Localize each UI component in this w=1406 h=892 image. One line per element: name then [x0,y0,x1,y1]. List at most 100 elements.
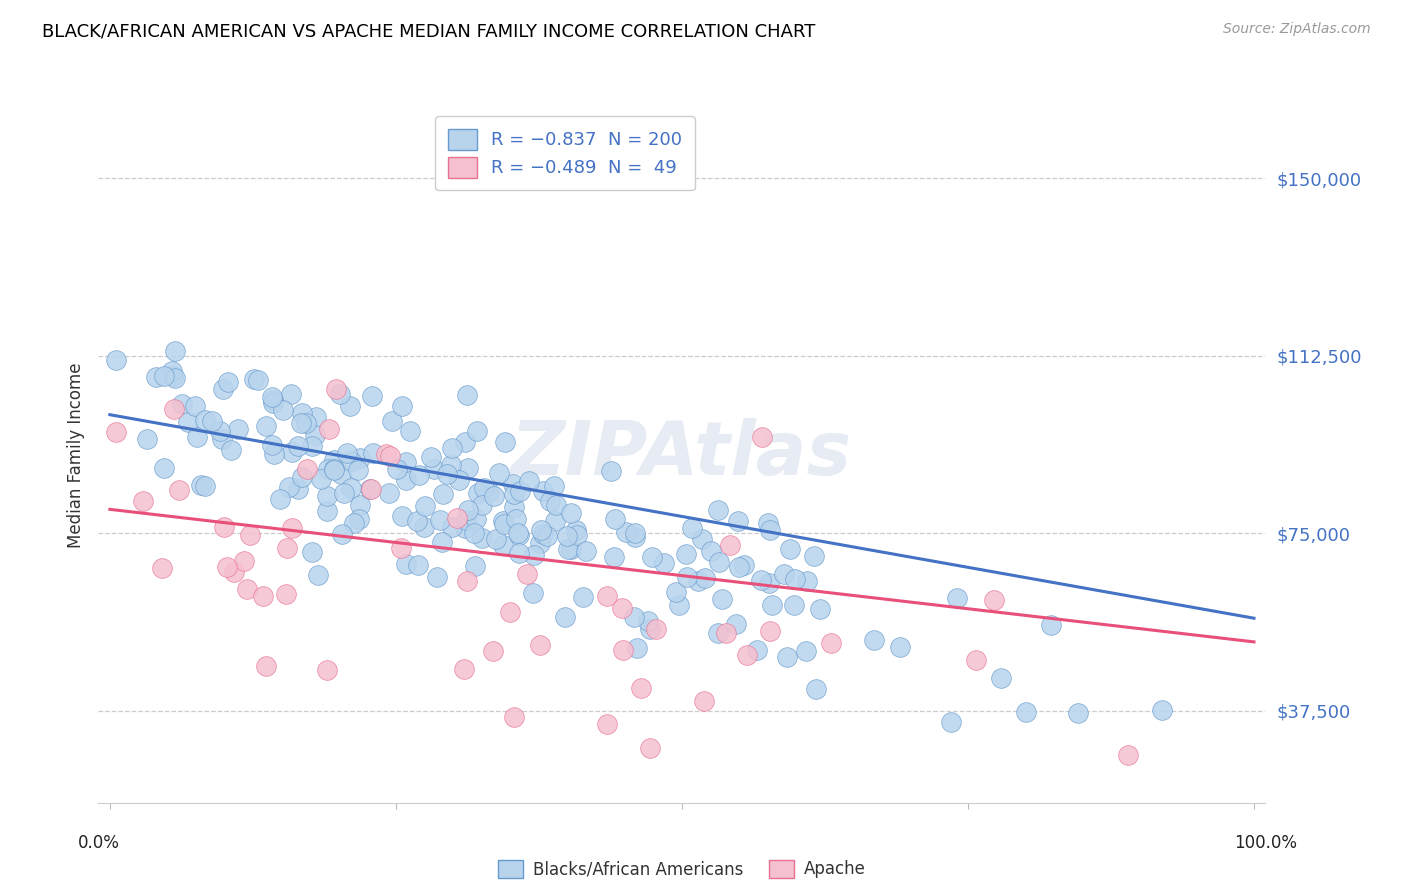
Point [347,512,370,526]
Point [623,609,645,624]
Y-axis label: Median Family Income: Median Family Income [66,362,84,548]
Text: BLACK/AFRICAN AMERICAN VS APACHE MEDIAN FAMILY INCOME CORRELATION CHART: BLACK/AFRICAN AMERICAN VS APACHE MEDIAN … [42,22,815,40]
Point [322,462,344,476]
Point [1152,703,1174,717]
Point [456,574,478,588]
Point [492,514,515,528]
Point [405,514,427,528]
Point [457,503,479,517]
Point [965,653,987,667]
Point [304,428,326,442]
Point [419,450,441,464]
Point [494,517,516,532]
Point [395,557,418,571]
Point [779,542,801,557]
Point [233,554,256,568]
Point [536,529,558,543]
Point [281,445,304,459]
Point [690,532,713,546]
Point [630,681,652,695]
Point [758,516,780,531]
Point [465,424,488,438]
Point [983,593,1005,607]
Point [725,617,748,632]
Point [457,461,479,475]
Point [363,446,385,460]
Point [297,462,319,476]
Point [316,462,339,476]
Point [262,392,284,407]
Point [432,487,454,501]
Point [243,372,266,386]
Point [637,614,659,628]
Point [626,640,648,655]
Point [190,478,212,492]
Point [276,541,298,555]
Point [523,548,546,562]
Point [318,422,340,436]
Point [408,467,430,482]
Point [315,490,337,504]
Point [529,639,551,653]
Point [329,386,352,401]
Point [165,343,187,358]
Point [718,538,741,552]
Point [309,472,332,486]
Point [820,636,842,650]
Point [136,432,159,446]
Point [502,477,524,491]
Point [132,494,155,508]
Point [287,439,309,453]
Point [700,544,723,558]
Point [572,590,595,604]
Point [614,525,637,540]
Point [274,587,297,601]
Point [600,464,623,478]
Point [378,485,401,500]
Point [280,387,302,401]
Text: 0.0%: 0.0% [77,834,120,852]
Point [652,556,675,570]
Point [531,483,554,498]
Point [454,513,477,527]
Point [472,481,495,495]
Point [307,568,329,582]
Point [610,600,633,615]
Point [546,498,568,512]
Point [165,371,187,385]
Point [709,555,731,569]
Point [330,526,353,541]
Point [692,694,714,708]
Point [163,402,186,417]
Point [889,640,911,654]
Point [340,454,363,468]
Point [710,592,733,607]
Point [339,481,361,495]
Point [329,467,352,482]
Point [758,575,780,590]
Point [415,499,437,513]
Point [555,529,578,543]
Point [211,382,233,396]
Point [193,413,215,427]
Point [560,506,582,520]
Point [252,589,274,603]
Point [406,558,429,572]
Point [343,516,366,530]
Point [1039,618,1062,632]
Text: Source: ZipAtlas.com: Source: ZipAtlas.com [1223,22,1371,37]
Point [544,514,567,528]
Point [262,396,284,410]
Point [446,511,468,525]
Point [360,483,382,497]
Point [522,586,544,600]
Point [761,598,783,612]
Point [714,626,737,640]
Point [449,473,471,487]
Point [333,486,356,500]
Point [733,558,755,572]
Point [939,715,962,730]
Point [391,399,413,413]
Point [263,447,285,461]
Point [184,399,207,413]
